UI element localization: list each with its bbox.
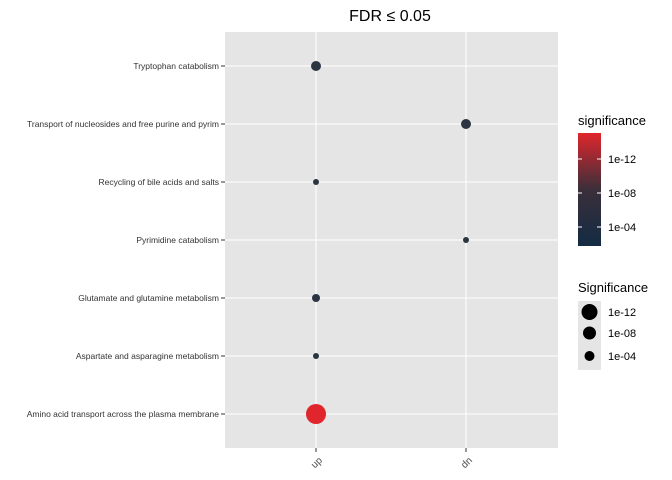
y-tick-label: Glutamate and glutamine metabolism	[78, 293, 219, 303]
size-legend: Significance 1e-12 1e-08 1e-04	[578, 280, 648, 370]
data-point	[313, 353, 319, 359]
x-tick-label: dn	[459, 455, 475, 471]
y-axis: Tryptophan catabolism Transport of nucleo…	[27, 61, 225, 419]
size-key-circle	[581, 304, 598, 320]
data-point	[311, 61, 321, 71]
size-tick-label: 1e-04	[608, 351, 636, 363]
data-point	[306, 404, 326, 424]
data-points	[306, 61, 471, 424]
y-tick-label: Pyrimidine catabolism	[136, 235, 219, 245]
data-point	[313, 179, 319, 185]
color-legend: significance 1e-12 1e-08 1e-04	[578, 113, 646, 246]
size-tick-label: 1e-08	[608, 328, 636, 340]
data-point	[463, 237, 469, 243]
size-key-circle	[583, 326, 596, 340]
y-tick-label: Transport of nucleosides and free purine…	[27, 119, 219, 129]
size-legend-title: Significance	[578, 280, 648, 295]
data-point	[461, 119, 471, 129]
y-tick-label: Tryptophan catabolism	[133, 61, 219, 71]
x-tick-label: up	[309, 455, 325, 471]
color-tick-label: 1e-04	[608, 222, 636, 234]
y-tick-label: Amino acid transport across the plasma m…	[27, 409, 220, 419]
chart-title: FDR ≤ 0.05	[349, 8, 431, 25]
x-axis: up dn	[309, 448, 475, 471]
color-tick-label: 1e-08	[608, 188, 636, 200]
grid-lines	[225, 32, 558, 448]
y-tick-label: Aspartate and asparagine metabolism	[76, 351, 219, 361]
data-point	[312, 294, 320, 302]
color-tick-label: 1e-12	[608, 154, 636, 166]
color-bar	[578, 133, 601, 246]
color-legend-title: significance	[578, 113, 646, 128]
y-tick-label: Recycling of bile acids and salts	[99, 177, 219, 187]
size-key-circle	[584, 351, 595, 361]
size-tick-label: 1e-12	[608, 307, 636, 319]
